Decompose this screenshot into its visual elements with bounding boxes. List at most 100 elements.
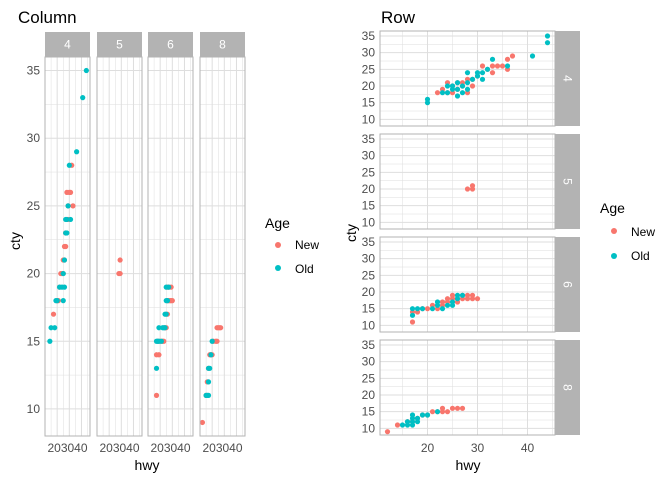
data-point-old	[409, 306, 416, 312]
y-tick-label: 10	[362, 421, 376, 435]
data-point-new	[384, 429, 391, 435]
data-point-old	[65, 203, 71, 209]
data-point-old	[153, 365, 160, 371]
data-point-new	[117, 257, 123, 263]
data-point-new	[117, 270, 123, 277]
y-tick-label: 20	[362, 388, 376, 402]
data-point-new	[464, 186, 471, 192]
y-tick-label: 15	[27, 334, 41, 348]
panel-border	[379, 236, 556, 333]
x-tick-label: 203040	[202, 441, 242, 455]
y-tick-label: 15	[362, 405, 376, 419]
column-y-axis-title: cty	[7, 232, 23, 250]
data-point-old	[459, 90, 466, 96]
data-point-new	[50, 311, 57, 317]
data-point-new	[218, 325, 224, 331]
legend-label-new: New	[631, 225, 655, 239]
column-faceted-plot: 4 203040 5 203040 6 203040 8 203040 10 15 20 25 30 35	[27, 32, 246, 455]
y-tick-label: 10	[362, 215, 376, 229]
column-chart-title: Column	[18, 8, 77, 27]
data-point-new	[439, 405, 446, 411]
y-tick-label: 25	[362, 62, 376, 76]
y-tick-label: 20	[362, 79, 376, 93]
y-tick-label: 35	[362, 338, 376, 352]
data-point-old	[424, 412, 431, 418]
data-point-old	[449, 83, 456, 89]
data-point-new	[474, 296, 481, 302]
data-point-old	[83, 67, 89, 74]
data-point-new	[444, 296, 451, 302]
data-point-old	[156, 325, 162, 331]
data-point-new	[409, 319, 416, 325]
data-point-new	[429, 409, 436, 415]
x-tick-label: 30	[471, 441, 485, 455]
row-y-axis-title: cty	[343, 224, 359, 242]
data-point-new	[199, 419, 206, 426]
data-point-new	[489, 63, 496, 69]
data-point-old	[449, 299, 456, 305]
data-point-new	[214, 338, 220, 344]
facet-strip-label: 6	[167, 38, 174, 52]
x-tick-label: 40	[521, 441, 535, 455]
data-point-new	[156, 352, 162, 358]
data-point-old	[454, 80, 461, 86]
data-point-old	[464, 80, 471, 86]
facet-strip-label: 8	[561, 384, 575, 391]
data-point-new	[459, 405, 466, 411]
panel-border	[379, 133, 556, 230]
data-point-new	[469, 83, 476, 89]
facet-strip	[555, 31, 580, 126]
data-point-old	[454, 93, 461, 99]
data-point-old	[209, 338, 215, 344]
data-point-old	[414, 419, 421, 425]
row-faceted-plot: 4 10 15 20 25 30 35 5 10 15 20 25 30 35 6 10 15 20 25 30 35 8…	[362, 29, 580, 455]
legend-label-new: New	[295, 238, 319, 252]
y-tick-label: 10	[362, 318, 376, 332]
data-point-new	[469, 292, 476, 298]
data-point-old	[479, 76, 486, 82]
row-x-axis-title: hwy	[456, 457, 481, 473]
y-tick-label: 15	[362, 96, 376, 110]
data-point-old	[163, 284, 169, 290]
data-point-new	[394, 422, 401, 428]
data-point-new	[70, 203, 76, 209]
data-point-old	[444, 302, 451, 308]
legend-label-old: Old	[295, 262, 314, 276]
panel-border	[96, 56, 143, 437]
data-point-old	[459, 83, 466, 89]
data-point-old	[159, 325, 166, 331]
data-point-old	[454, 86, 461, 92]
data-point-old	[529, 53, 536, 59]
facet-strip	[200, 32, 245, 57]
legend-key-old	[611, 253, 617, 259]
facet-strip-label: 4	[64, 38, 71, 52]
data-point-old	[474, 70, 481, 76]
data-point-new	[434, 90, 441, 96]
data-point-old	[489, 56, 496, 62]
x-tick-label: 203040	[150, 441, 190, 455]
y-tick-label: 25	[362, 371, 376, 385]
data-point-new	[424, 306, 431, 312]
data-point-old	[80, 95, 86, 101]
data-point-new	[469, 183, 476, 189]
facet-strip	[555, 134, 580, 229]
data-point-old	[164, 298, 171, 304]
data-point-old	[162, 311, 168, 317]
data-point-old	[205, 379, 212, 385]
legend-title: Age	[600, 200, 625, 216]
data-point-new	[509, 53, 516, 59]
y-tick-label: 35	[362, 235, 376, 249]
data-point-old	[459, 292, 466, 298]
data-point-new	[449, 405, 456, 411]
data-point-new	[153, 392, 160, 398]
data-point-old	[48, 325, 54, 331]
y-tick-label: 25	[362, 268, 376, 282]
y-tick-label: 30	[27, 131, 41, 145]
panel-border	[199, 56, 246, 437]
data-point-new	[494, 63, 501, 69]
data-point-new	[479, 63, 486, 69]
x-tick-label: 203040	[47, 441, 87, 455]
data-point-old	[61, 284, 68, 290]
x-tick-label: 203040	[99, 441, 139, 455]
y-tick-label: 10	[27, 402, 41, 416]
